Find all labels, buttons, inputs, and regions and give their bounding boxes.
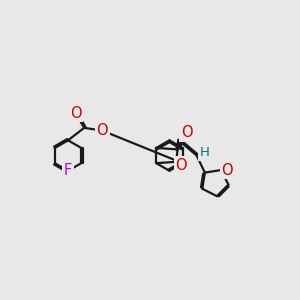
Text: O: O	[181, 125, 193, 140]
Text: F: F	[64, 163, 72, 178]
Text: O: O	[70, 106, 82, 121]
Text: O: O	[221, 163, 233, 178]
Text: O: O	[176, 158, 187, 172]
Text: O: O	[96, 123, 108, 138]
Text: H: H	[200, 146, 209, 159]
